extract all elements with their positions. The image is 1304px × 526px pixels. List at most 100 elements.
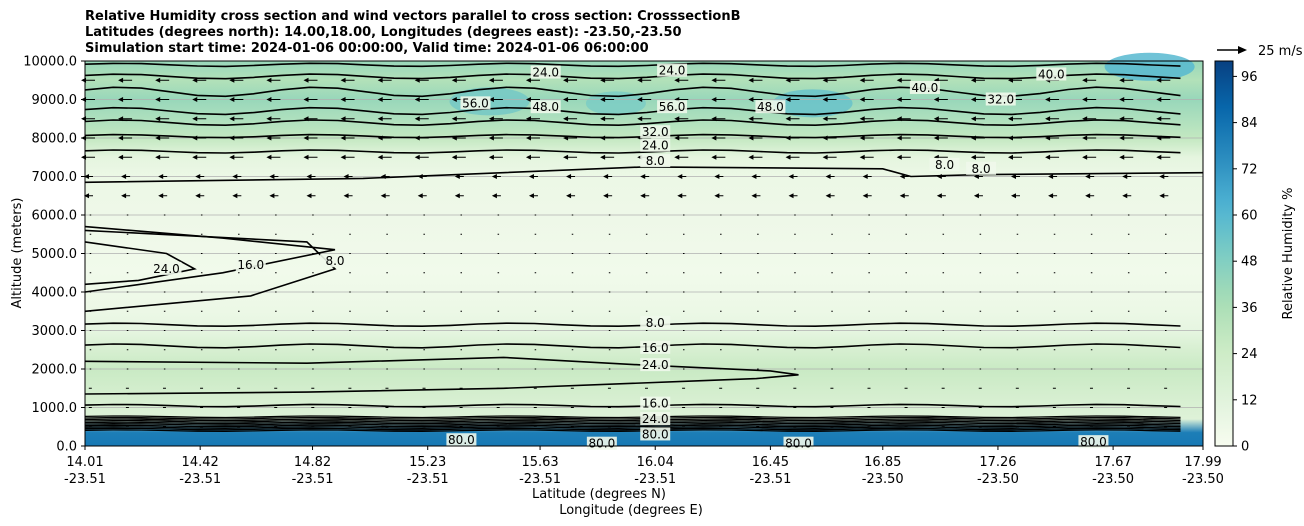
x-tick-label-lat-8: 17.26 — [979, 455, 1016, 470]
wind-vector-head-433 — [525, 154, 531, 160]
wind-vector-head-416 — [1011, 174, 1017, 179]
wind-vector-head-429 — [377, 154, 383, 160]
wind-vector-head-377 — [677, 193, 683, 199]
y-tick-label-10: 10000.0 — [23, 55, 77, 70]
contour-label-bg-7 — [640, 138, 671, 152]
wind-vector-head-432 — [488, 154, 494, 160]
wind-vector-head-390 — [1159, 193, 1165, 199]
wind-vector-head-504 — [933, 116, 939, 122]
wind-vector-head-569 — [1119, 77, 1125, 83]
wind-vector-head-380 — [788, 193, 794, 199]
contour-label-22: 8.0 — [972, 162, 991, 176]
wind-vector-head-365 — [232, 193, 238, 199]
contour-label-23: 80.0 — [448, 433, 475, 447]
wind-vector-head-417 — [1048, 174, 1054, 179]
wind-vector-head-397 — [306, 174, 312, 179]
wind-vector-head-424 — [192, 154, 198, 160]
wind-vector-head-367 — [306, 193, 312, 199]
wind-vector-head-452 — [118, 135, 124, 141]
colorbar-tick-label-6: 72 — [1241, 162, 1258, 177]
wind-vector-head-469 — [748, 135, 754, 141]
wind-vector-head-438 — [711, 154, 717, 160]
contour-labels: 8.016.024.016.024.080.08.024.032.024.0 24… — [151, 63, 1109, 451]
wind-vector-head-517 — [303, 97, 309, 102]
wind-vector-head-371 — [454, 193, 460, 199]
contour-surface-5 — [84, 421, 1181, 425]
contour-label-18: 24.0 — [153, 262, 180, 276]
wind-vector-head-506 — [1008, 116, 1014, 122]
wind-vector-head-500 — [785, 116, 791, 122]
contour-label-bg-0 — [640, 315, 671, 329]
x-tick-label-lat-7: 16.85 — [864, 455, 901, 470]
wind-vector-head-434 — [563, 154, 569, 160]
wind-vector-head-468 — [711, 135, 717, 141]
contour-label-26: 80.0 — [1080, 435, 1107, 449]
y-tick-label-1: 1000.0 — [32, 401, 78, 416]
y-axis-label: Altitude (meters) — [10, 198, 25, 309]
wind-vector-head-463 — [525, 135, 531, 141]
colorbar-tick-label-0: 0 — [1241, 440, 1249, 455]
wind-vector-head-439 — [748, 154, 754, 160]
contour-32-high — [84, 133, 1181, 139]
wind-vector-head-525 — [600, 97, 606, 102]
contour-label-bg-18 — [151, 261, 182, 275]
wind-vector-head-496 — [637, 116, 643, 122]
wind-vector-head-445 — [970, 154, 976, 160]
wind-vector-head-479 — [1119, 135, 1125, 141]
contour-label-3: 16.0 — [642, 397, 669, 411]
wind-vector-head-565 — [970, 77, 976, 83]
wind-vector-head-428 — [340, 154, 346, 160]
x-tick-label-lon-6: -23.51 — [749, 472, 791, 487]
contour-label-24: 80.0 — [589, 437, 616, 451]
wind-vector-head-480 — [1156, 135, 1162, 141]
contour-label-2: 24.0 — [642, 358, 669, 372]
wind-vector-head-420 — [1159, 174, 1165, 179]
wind-vector-head-560 — [785, 77, 791, 83]
contour-label-bg-19 — [235, 258, 266, 272]
wind-vector-head-401 — [454, 174, 460, 179]
contour-label-bg-9 — [530, 65, 561, 79]
wind-vector-head-375 — [603, 193, 609, 199]
x-tick-label-lat-9: 17.67 — [1095, 455, 1132, 470]
wind-vector-head-470 — [785, 135, 791, 141]
wind-vector-head-411 — [825, 174, 831, 179]
contour-label-bg-15 — [1036, 67, 1067, 81]
wind-vector-head-555 — [600, 77, 606, 83]
wind-vector-head-521 — [451, 97, 457, 102]
wind-vector-head-435 — [600, 154, 606, 160]
contour-label-bg-17 — [985, 92, 1016, 106]
contour-label-16: 40.0 — [912, 81, 939, 95]
x-tick-label-lon-1: -23.51 — [179, 472, 221, 487]
contour-label-bg-3 — [640, 396, 671, 410]
axes: 0.0 1000.0 2000.0 3000.0 4000.0 5000.0 6000.0 7… — [23, 55, 1224, 488]
contour-48-high — [84, 106, 1181, 116]
wind-vector-head-430 — [414, 154, 420, 160]
wind-vector-head-453 — [155, 135, 161, 141]
contour-16-low — [84, 343, 1181, 349]
wind-vector-head-387 — [1048, 193, 1054, 199]
wind-vector-head-399 — [380, 174, 386, 179]
wind-vector-head-447 — [1045, 154, 1051, 160]
contour-label-15: 40.0 — [1038, 67, 1065, 81]
contour-label-bg-26 — [1078, 435, 1109, 449]
wind-vector-head-446 — [1008, 154, 1014, 160]
wind-vector-head-437 — [674, 154, 680, 160]
wind-vector-head-442 — [859, 154, 865, 160]
contour-label-bg-4 — [640, 412, 671, 426]
wind-vector-head-425 — [229, 154, 235, 160]
contour-label-21: 8.0 — [935, 158, 954, 172]
wind-vector-head-406 — [640, 174, 646, 179]
contour-label-10: 24.0 — [659, 64, 686, 78]
contour-label-bg-16 — [909, 80, 940, 94]
contour-label-bg-22 — [966, 161, 997, 175]
x-tick-label-lat-2: 14.82 — [294, 455, 331, 470]
wind-vector-head-366 — [269, 193, 275, 199]
wind-vector-head-501 — [822, 116, 828, 122]
wind-vector-head-418 — [1085, 174, 1091, 179]
wind-vector-head-490 — [414, 116, 420, 122]
wind-vector-head-489 — [377, 116, 383, 122]
wind-vector-head-491 — [451, 116, 457, 122]
wind-vector-head-530 — [785, 97, 791, 102]
wind-vector-head-449 — [1119, 154, 1125, 160]
wind-vector-head-369 — [380, 193, 386, 199]
